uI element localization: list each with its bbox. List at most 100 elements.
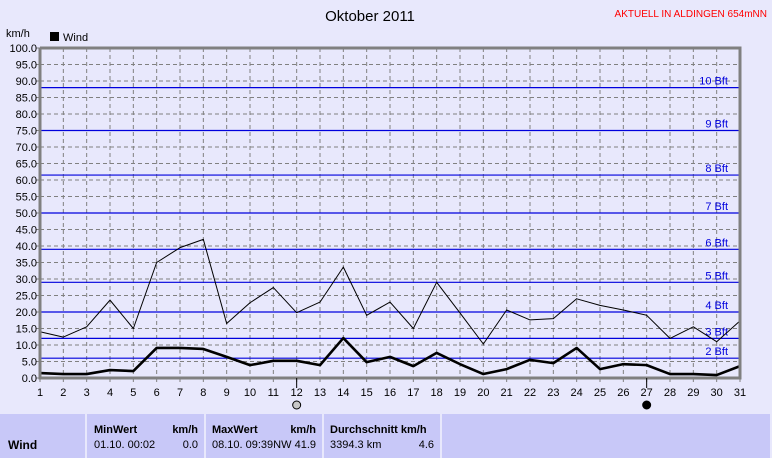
y-tick-label: 0.0 — [22, 373, 37, 385]
y-tick-label: 80.0 — [16, 109, 37, 121]
y-tick-label: 20.0 — [16, 307, 37, 319]
max-cell: MaxWert km/h 08.10. 09:39NW 41.9 — [206, 414, 322, 458]
x-tick-label: 29 — [687, 387, 699, 399]
y-tick-label: 25.0 — [16, 291, 37, 303]
data-point — [249, 364, 251, 366]
x-tick-label: 15 — [361, 387, 373, 399]
data-point — [436, 281, 438, 283]
data-point — [716, 341, 718, 343]
x-tick-label: 18 — [431, 387, 443, 399]
x-tick-label: 19 — [454, 387, 466, 399]
max-time: 08.10. 09:39NW — [212, 439, 292, 451]
min-time: 01.10. 00:02 — [94, 439, 156, 451]
data-point — [272, 360, 274, 362]
row-label-cell: Wind — [0, 414, 85, 458]
y-tick-label: 10.0 — [16, 340, 37, 352]
data-point — [692, 326, 694, 328]
x-tick-label: 10 — [244, 387, 256, 399]
x-tick-label: 2 — [60, 387, 66, 399]
data-point — [482, 373, 484, 375]
data-point — [132, 328, 134, 329]
station-label: AKTUELL IN ALDINGEN 654mNN — [615, 9, 767, 20]
y-tick-label: 85.0 — [16, 93, 37, 105]
data-point — [156, 262, 158, 263]
data-point — [132, 370, 134, 372]
y-tick-label: 60.0 — [16, 175, 37, 187]
data-point — [202, 348, 204, 350]
data-point — [552, 362, 554, 364]
plot-frame — [38, 46, 742, 380]
x-tick-label: 26 — [617, 387, 629, 399]
data-point — [506, 309, 508, 311]
max-unit: km/h — [290, 424, 316, 436]
x-tick-label: 7 — [177, 387, 183, 399]
x-tick-label: 11 — [268, 387, 279, 399]
avg-value: 4.6 — [418, 439, 434, 451]
data-point — [669, 373, 671, 375]
x-tick-label: 4 — [107, 387, 113, 399]
x-tick-label: 22 — [524, 387, 536, 399]
y-tick-label: 95.0 — [16, 60, 37, 72]
y-tick-label: 45.0 — [16, 225, 37, 237]
empty-cell — [442, 414, 770, 458]
data-point — [646, 364, 648, 366]
data-point — [599, 368, 601, 370]
x-tick-label: 17 — [407, 387, 419, 399]
min-value: 0.0 — [182, 439, 198, 451]
legend-swatch — [50, 32, 59, 41]
data-point — [366, 361, 368, 363]
x-tick-label: 28 — [664, 387, 676, 399]
beaufort-label: 6 Bft — [705, 237, 728, 249]
y-tick-label: 5.0 — [22, 357, 37, 369]
data-point — [226, 323, 228, 325]
data-point — [389, 301, 391, 303]
avg-cell: Durchschnitt km/h 3394.3 km 4.6 — [324, 414, 440, 458]
data-point — [599, 304, 601, 306]
data-point — [156, 347, 158, 349]
max-header: MaxWert — [212, 424, 258, 436]
data-point — [576, 298, 578, 300]
max-value: 41.9 — [294, 439, 316, 451]
y-tick-label: 75.0 — [16, 126, 37, 138]
x-tick-label: 20 — [477, 387, 489, 399]
data-point — [412, 328, 414, 329]
data-point — [319, 364, 321, 366]
data-point — [342, 337, 344, 339]
data-point — [622, 363, 624, 365]
data-point — [342, 266, 344, 268]
beaufort-label: 7 Bft — [705, 201, 728, 213]
x-tick-label: 8 — [200, 387, 206, 399]
data-point — [506, 368, 508, 370]
data-point — [529, 319, 531, 321]
beaufort-label: 2 Bft — [705, 346, 728, 358]
beaufort-label: 8 Bft — [705, 163, 728, 175]
min-cell: MinWert km/h 01.10. 00:02 0.0 — [87, 414, 204, 458]
x-tick-label: 16 — [384, 387, 396, 399]
x-tick-label: 25 — [594, 387, 606, 399]
x-tick-label: 1 — [37, 387, 43, 399]
y-tick-label: 100.0 — [9, 43, 37, 55]
new-moon-icon — [642, 400, 652, 410]
y-tick-label: 70.0 — [16, 142, 37, 154]
y-tick-label: 50.0 — [16, 208, 37, 220]
data-point — [226, 356, 228, 358]
min-header: MinWert — [94, 424, 138, 436]
data-point — [576, 347, 578, 349]
data-point — [202, 238, 204, 240]
beaufort-label: 5 Bft — [705, 270, 728, 282]
x-tick-label: 5 — [130, 387, 136, 399]
y-tick-label: 90.0 — [16, 76, 37, 88]
x-tick-label: 13 — [314, 387, 326, 399]
beaufort-label: 4 Bft — [705, 300, 728, 312]
data-point — [62, 336, 64, 338]
data-point — [459, 363, 461, 365]
stats-table: Wind MinWert km/h 01.10. 00:02 0.0 MaxWe… — [0, 414, 772, 458]
data-point — [62, 373, 64, 375]
data-point — [179, 247, 181, 249]
data-point — [389, 356, 391, 358]
data-point — [622, 309, 624, 311]
chart-title: Oktober 2011 — [325, 8, 415, 25]
data-point — [552, 318, 554, 320]
x-tick-label: 31 — [734, 387, 746, 399]
data-point — [482, 343, 484, 345]
